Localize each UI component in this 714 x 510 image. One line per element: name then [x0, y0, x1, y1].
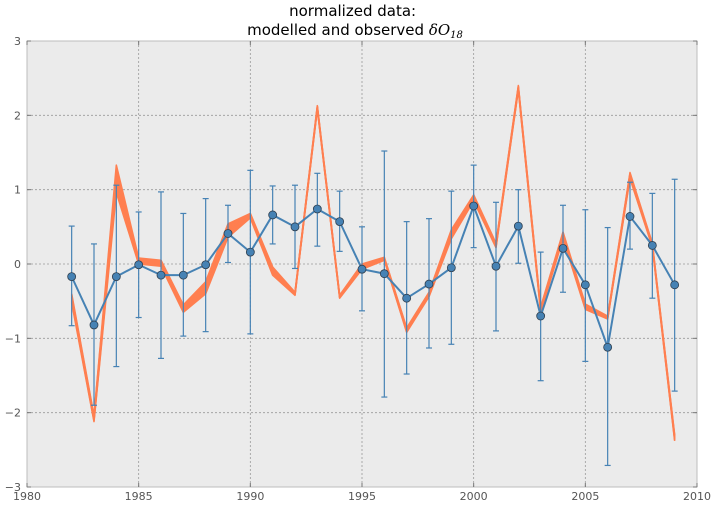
observed-point [357, 264, 367, 274]
y-tick-label: −2 [5, 407, 21, 420]
observed-point [156, 270, 166, 280]
y-tick-label: 0 [14, 258, 21, 271]
observed-point [223, 229, 233, 238]
observed-point [536, 311, 546, 321]
observed-point [580, 280, 590, 290]
observed-point [603, 342, 613, 352]
x-tick-label: 1985 [125, 490, 153, 503]
y-tick-label: −1 [5, 332, 21, 345]
observed-point [245, 247, 255, 257]
chart-title-line-1: normalized data: [289, 2, 416, 20]
x-tick-label: 2010 [683, 490, 711, 503]
x-tick-label: 1990 [236, 490, 264, 503]
observed-point [491, 261, 501, 271]
y-tick-label: 1 [14, 184, 21, 197]
chart-title: normalized data: modelled and observed δ… [247, 2, 463, 41]
y-tick-label: 3 [14, 35, 21, 48]
observed-point [558, 243, 568, 253]
observed-point [513, 221, 523, 231]
chart-title-line-2: modelled and observed δO18 [247, 21, 463, 41]
chart-title-math: δO [429, 21, 450, 39]
observed-point [290, 222, 300, 232]
observed-point [134, 260, 144, 270]
observed-line [70, 205, 676, 349]
observed-point [446, 263, 456, 273]
observed-point [111, 272, 121, 282]
y-tick-label: 2 [14, 109, 21, 122]
x-tick-label: 1980 [13, 490, 41, 503]
observed-point [424, 279, 434, 289]
observed-point [670, 280, 680, 290]
observed-point [89, 320, 99, 330]
observed-point [402, 293, 412, 303]
observed-point [268, 210, 278, 220]
observed-point [379, 269, 389, 279]
observed-point [312, 204, 322, 214]
x-tick-label: 2000 [460, 490, 488, 503]
observed-point [469, 201, 479, 211]
observed-point [335, 217, 345, 227]
observed-point [178, 270, 188, 280]
chart-title-text: modelled and observed [247, 21, 429, 39]
x-tick-label: 2005 [571, 490, 599, 503]
y-tick-label: −3 [5, 481, 21, 494]
axis-ticks: 1980 1985 1990 1995 2000 2005 2010 −3 −2 −1 0 1 2 3 [5, 35, 711, 503]
chart-title-subscript: 18 [450, 30, 463, 41]
x-tick-label: 1995 [348, 490, 376, 503]
observed-point [647, 241, 657, 250]
observed-point [201, 260, 211, 270]
observed-series [67, 201, 680, 352]
observed-point [625, 212, 635, 221]
observed-point [67, 272, 77, 282]
